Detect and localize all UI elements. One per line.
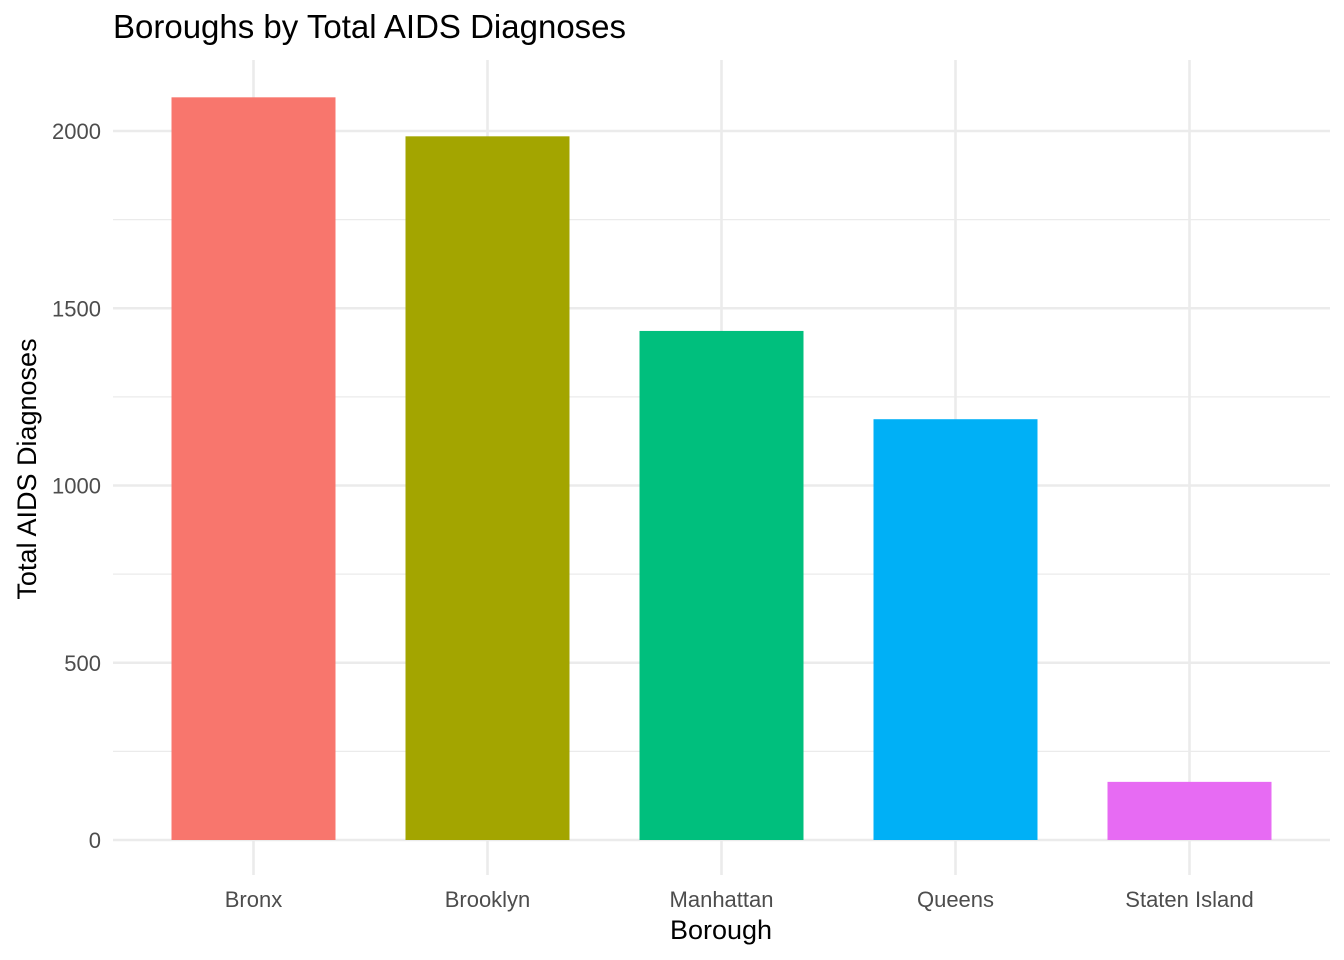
bar-queens [873, 419, 1038, 840]
x-axis-title: Borough [670, 915, 772, 945]
y-axis-ticks: 0 500 1000 1500 2000 [52, 119, 101, 853]
x-tick-label: Brooklyn [445, 887, 531, 912]
bar-bronx [171, 97, 336, 840]
chart-title: Boroughs by Total AIDS Diagnoses [113, 8, 626, 45]
y-tick-label: 0 [89, 828, 101, 853]
x-tick-label: Manhattan [670, 887, 774, 912]
bar-staten-island [1107, 781, 1272, 840]
bar-brooklyn [405, 136, 570, 840]
x-axis-ticks: Bronx Brooklyn Manhattan Queens Staten Islan… [225, 887, 1254, 912]
x-tick-label: Bronx [225, 887, 282, 912]
y-axis-title: Total AIDS Diagnoses [12, 338, 42, 599]
x-tick-label: Staten Island [1125, 887, 1253, 912]
y-tick-label: 2000 [52, 119, 101, 144]
x-tick-label: Queens [917, 887, 994, 912]
bar-manhattan [639, 330, 804, 840]
y-tick-label: 1000 [52, 474, 101, 499]
y-tick-label: 500 [64, 651, 101, 676]
bars [171, 97, 1272, 840]
y-tick-label: 1500 [52, 296, 101, 321]
